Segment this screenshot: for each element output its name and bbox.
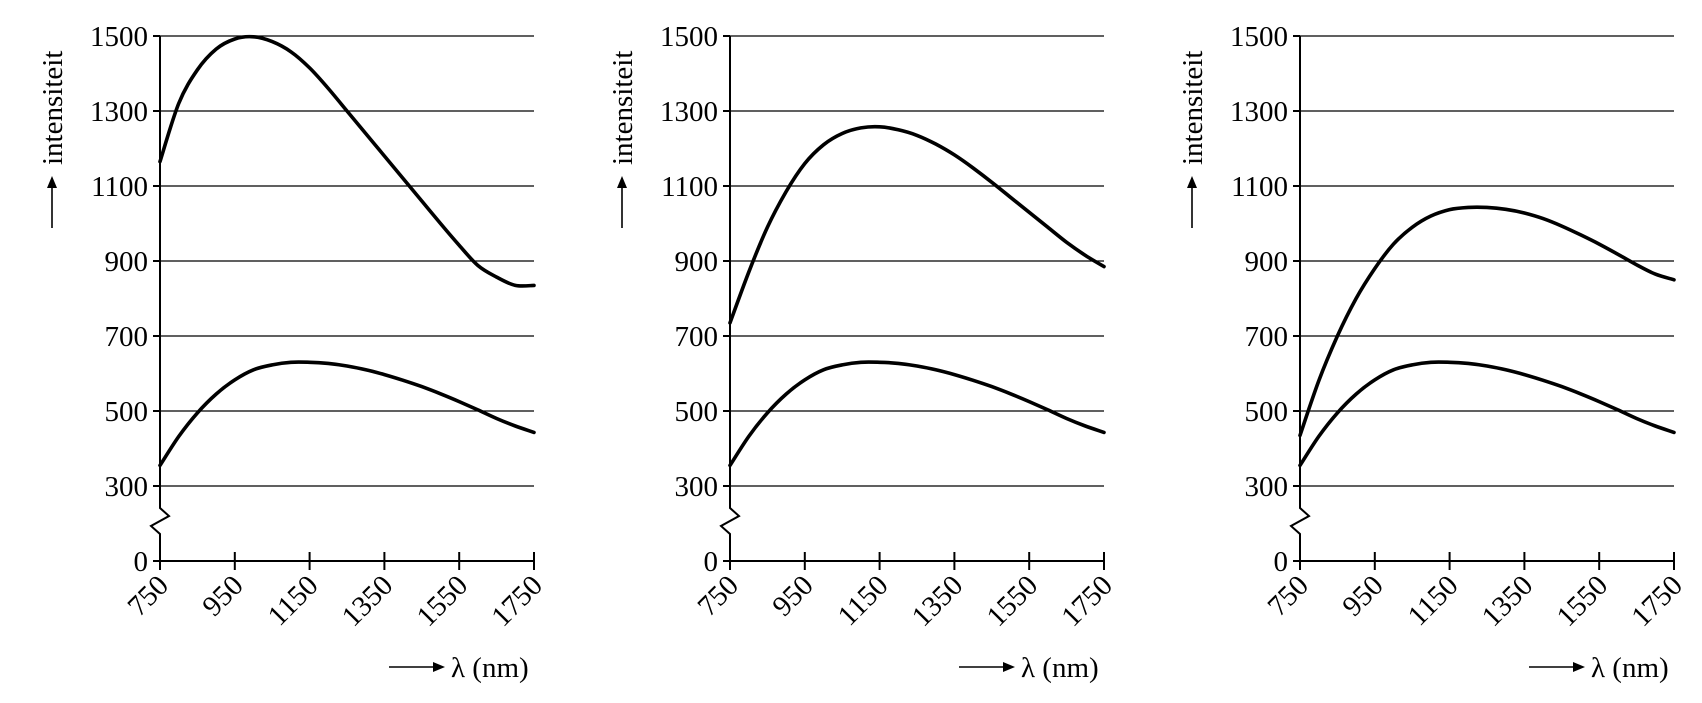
x-axis-title: λ (nm) [451,652,529,684]
y-axis-with-break [149,36,171,561]
series-line-1 [1298,205,1676,438]
x-axis-title: λ (nm) [1591,652,1669,684]
x-tick-label: 1150 [1402,569,1465,632]
y-tick-label: 700 [675,321,719,353]
x-axis-title: λ (nm) [1021,652,1099,684]
y-tick-label: 0 [1274,546,1289,578]
y-tick-label: 0 [704,546,719,578]
x-axis-title-group: λ (nm) [1529,652,1669,684]
y-tick-label: 700 [105,321,149,353]
series-line-1 [158,34,536,288]
x-tick-label: 950 [766,569,819,622]
x-tick-label: 1350 [1476,569,1540,633]
y-axis-with-break [719,36,741,561]
x-tick-label: 1750 [1625,569,1689,633]
x-axis-title-group: λ (nm) [959,652,1099,684]
x-axis-title-group: λ (nm) [389,652,529,684]
y-tick-label: 500 [1245,396,1289,428]
x-tick-label: 1550 [411,569,475,633]
y-tick-label: 1300 [1230,96,1288,128]
series-line-1 [728,124,1106,325]
y-tick-label: 900 [105,246,149,278]
x-tick-label: 750 [122,569,175,622]
y-tick-label: 500 [675,396,719,428]
y-tick-label: 0 [134,546,149,578]
series-line-2 [728,360,1106,468]
y-tick-label: 500 [105,396,149,428]
y-axis-title-group: intensiteit [37,51,69,228]
x-tick-label: 950 [1336,569,1389,622]
y-axis-title-group: intensiteit [1177,51,1209,228]
y-tick-label: 1300 [660,96,718,128]
y-tick-label: 1500 [90,21,148,53]
y-tick-label: 1300 [90,96,148,128]
x-axis-arrowhead [1573,662,1585,672]
x-tick-label: 1350 [336,569,400,633]
y-axis-arrowhead [47,176,57,188]
x-tick-label: 950 [196,569,249,622]
y-tick-label: 700 [1245,321,1289,353]
x-tick-label: 750 [692,569,745,622]
y-tick-label: 1500 [1230,21,1288,53]
y-axis-title: intensiteit [607,51,639,165]
y-tick-label: 900 [675,246,719,278]
y-tick-label: 300 [1245,471,1289,503]
series-line-2 [158,360,536,468]
y-tick-label: 1100 [91,171,148,203]
y-tick-label: 900 [1245,246,1289,278]
x-tick-label: 1550 [1551,569,1615,633]
y-axis-title: intensiteit [37,51,69,165]
y-tick-label: 300 [105,471,149,503]
x-tick-label: 750 [1262,569,1315,622]
x-axis-arrowhead [433,662,445,672]
y-axis-with-break [1289,36,1311,561]
y-tick-label: 300 [675,471,719,503]
y-axis-arrowhead [617,176,627,188]
y-axis-arrowhead [1187,176,1197,188]
y-axis-title-group: intensiteit [607,51,639,228]
y-tick-label: 1100 [661,171,718,203]
y-axis-title: intensiteit [1177,51,1209,165]
x-tick-label: 1150 [262,569,325,632]
x-tick-label: 1150 [832,569,895,632]
x-tick-label: 1750 [1055,569,1119,633]
x-tick-label: 1750 [485,569,549,633]
x-tick-label: 1350 [906,569,970,633]
y-tick-label: 1500 [660,21,718,53]
series-line-2 [1298,360,1676,468]
x-tick-label: 1550 [981,569,1045,633]
y-tick-label: 1100 [1231,171,1288,203]
x-axis-arrowhead [1003,662,1015,672]
